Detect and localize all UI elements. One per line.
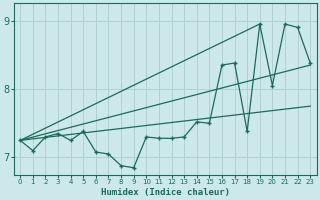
X-axis label: Humidex (Indice chaleur): Humidex (Indice chaleur)	[101, 188, 230, 197]
